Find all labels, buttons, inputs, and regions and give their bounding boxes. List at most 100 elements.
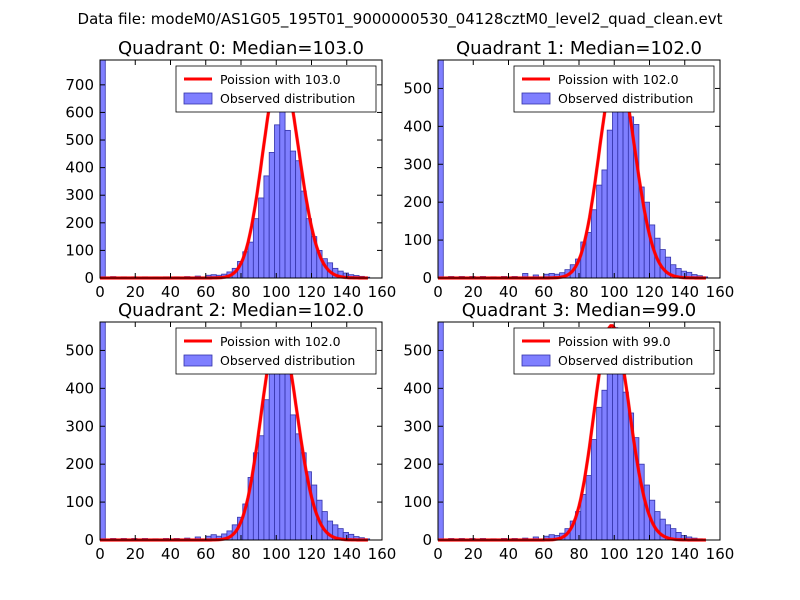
quadrant-1-bar-20 <box>596 184 603 279</box>
quadrant-0-bar-25 <box>284 129 291 279</box>
legend-observed-swatch <box>521 354 551 367</box>
quadrant-1-title: Quadrant 1: Median=102.0 <box>456 38 702 59</box>
quadrant-0-bar-22 <box>268 152 275 279</box>
quadrant-plots: Quadrant 0: Median=103.0 0 20 40 60 80 100 120 1… <box>65 38 734 563</box>
legend-observed-label: Observed distribution <box>558 91 693 106</box>
quadrant-3-ytick-label: 500 <box>403 341 432 359</box>
quadrant-0-bar-19 <box>252 218 260 279</box>
quadrant-1-ytick-label: 500 <box>403 79 432 97</box>
quadrant-1-ytick-label: 200 <box>403 193 432 211</box>
quadrant-1-xtick-label: 60 <box>534 283 553 301</box>
quadrant-3-bar-18 <box>585 475 592 541</box>
quadrant-1-ytick-label: 300 <box>403 155 432 173</box>
quadrant-0-bar-18 <box>247 241 254 279</box>
legend-poisson-label: Poission with 99.0 <box>558 334 671 349</box>
quadrant-2-xtick-label: 40 <box>161 545 180 563</box>
quadrant-0-bar-26 <box>289 150 297 279</box>
figure-suptitle: Data file: modeM0/AS1G05_195T01_90000005… <box>78 10 723 29</box>
quadrant-0-xtick-label: 80 <box>231 283 250 301</box>
quadrant-2-xtick-label: 100 <box>262 545 291 563</box>
quadrant-0-legend: Poission with 103.0 Observed distribution <box>175 65 377 113</box>
quadrant-1-ytick-label: 0 <box>422 269 432 287</box>
quadrant-3-bar-0 <box>437 321 444 541</box>
quadrant-2-xtick-label: 120 <box>297 545 326 563</box>
quadrant-3-bar-21 <box>601 389 608 541</box>
quadrant-0-xtick-label: 140 <box>332 283 361 301</box>
quadrant-0-ytick-label: 100 <box>65 241 94 259</box>
legend-observed-swatch <box>183 92 213 105</box>
quadrant-0-xtick-label: 20 <box>126 283 145 301</box>
quadrant-2-bar-22 <box>268 365 275 541</box>
quadrant-0-ytick-label: 700 <box>65 76 94 94</box>
quadrant-0-xtick-label: 60 <box>196 283 215 301</box>
quadrant-0-ytick-label: 600 <box>65 103 94 121</box>
quadrant-2-bar-20 <box>258 435 265 541</box>
quadrant-2-xtick-label: 140 <box>332 545 361 563</box>
quadrant-1-bar-25 <box>622 99 629 279</box>
quadrant-2-ytick-label: 100 <box>65 493 94 511</box>
quadrant-1-xtick-label: 40 <box>499 283 518 301</box>
quadrant-1-bar-0 <box>437 59 444 279</box>
quadrant-0-ytick-label: 500 <box>65 131 94 149</box>
quadrant-0-bar-20 <box>258 197 265 279</box>
quadrant-3-xtick-label: 60 <box>534 545 553 563</box>
quadrant-3-plot: Quadrant 3: Median=99.0 0 20 40 60 80 100 120 14… <box>403 300 734 563</box>
quadrant-3-bar-25 <box>622 391 629 541</box>
quadrant-3-xtick-label: 0 <box>433 545 443 563</box>
quadrant-0-ytick-label: 200 <box>65 214 94 232</box>
quadrant-2-xtick-label: 160 <box>368 545 397 563</box>
quadrant-3-bar-19 <box>590 439 598 541</box>
quadrant-3-legend: Poission with 99.0 Observed distribution <box>513 327 715 375</box>
legend-observed-label: Observed distribution <box>558 353 693 368</box>
quadrant-1-bar-19 <box>590 209 598 279</box>
legend-observed-swatch <box>183 354 213 367</box>
quadrant-1-ytick-label: 400 <box>403 117 432 135</box>
quadrant-2-xtick-label: 60 <box>196 545 215 563</box>
legend-observed-swatch <box>521 92 551 105</box>
quadrant-2-title: Quadrant 2: Median=102.0 <box>118 300 364 321</box>
quadrant-1-xtick-label: 100 <box>600 283 629 301</box>
quadrant-2-bar-21 <box>263 399 270 541</box>
quadrant-0-bar-27 <box>295 160 302 279</box>
quadrant-0-xtick-label: 160 <box>368 283 397 301</box>
quadrant-1-plot: Quadrant 1: Median=102.0 0 20 40 60 80 100 120 1… <box>403 38 734 301</box>
quadrant-0-title: Quadrant 0: Median=103.0 <box>118 38 364 59</box>
quadrant-1-xtick-label: 120 <box>635 283 664 301</box>
quadrant-3-bar-24 <box>617 359 624 541</box>
quadrant-0-ytick-label: 300 <box>65 186 94 204</box>
quadrant-1-legend: Poission with 102.0 Observed distribution <box>513 65 715 113</box>
quadrant-2-ytick-label: 400 <box>65 379 94 397</box>
quadrant-0-bar-0 <box>99 59 106 279</box>
quadrant-0-bar-21 <box>263 175 270 279</box>
quadrant-1-xtick-label: 20 <box>464 283 483 301</box>
quadrant-3-bar-20 <box>596 406 603 541</box>
quadrant-3-bar-22 <box>606 353 613 541</box>
quadrant-3-ytick-label: 300 <box>403 417 432 435</box>
quadrant-0-xtick-label: 0 <box>95 283 105 301</box>
quadrant-2-bar-23 <box>274 353 281 541</box>
quadrant-2-bar-26 <box>289 414 297 541</box>
quadrant-0-ytick-label: 400 <box>65 159 94 177</box>
quadrant-1-xtick-label: 160 <box>706 283 735 301</box>
quadrant-3-title: Quadrant 3: Median=99.0 <box>462 300 697 321</box>
legend-observed-label: Observed distribution <box>220 91 355 106</box>
quadrant-0-xtick-label: 100 <box>262 283 291 301</box>
quadrant-2-plot: Quadrant 2: Median=102.0 0 20 40 60 80 100 120 1… <box>65 300 396 563</box>
quadrant-3-xtick-label: 100 <box>600 545 629 563</box>
quadrant-0-ytick-label: 0 <box>84 269 94 287</box>
quadrant-2-xtick-label: 80 <box>231 545 250 563</box>
quadrant-3-ytick-label: 200 <box>403 455 432 473</box>
quadrant-0-xtick-label: 120 <box>297 283 326 301</box>
quadrant-0-bars <box>99 59 371 279</box>
quadrant-1-bar-22 <box>606 129 613 279</box>
quadrant-0-bar-24 <box>279 84 286 279</box>
quadrant-1-xtick-label: 0 <box>433 283 443 301</box>
quadrant-2-bar-24 <box>279 357 286 541</box>
quadrant-1-bar-21 <box>601 169 608 279</box>
quadrant-3-ytick-label: 400 <box>403 379 432 397</box>
quadrant-2-bar-0 <box>99 321 106 541</box>
quadrant-2-ytick-label: 200 <box>65 455 94 473</box>
quadrant-3-ytick-label: 100 <box>403 493 432 511</box>
legend-observed-label: Observed distribution <box>220 353 355 368</box>
